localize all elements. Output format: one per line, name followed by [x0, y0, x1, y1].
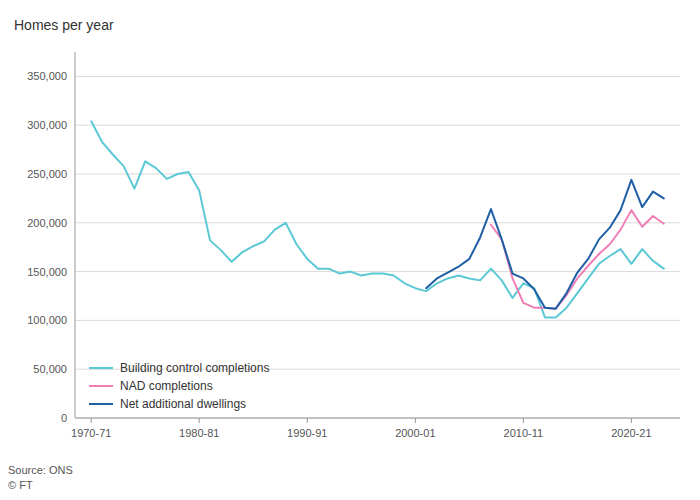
grid-line — [75, 222, 680, 223]
x-tick-label: 2010-11 — [504, 427, 544, 439]
grid-line — [75, 125, 680, 126]
grid-line — [75, 76, 680, 77]
y-tick-label: 150,000 — [27, 266, 67, 278]
x-tick — [307, 418, 308, 423]
x-tick — [523, 418, 524, 423]
series-line — [426, 180, 664, 309]
legend: Building control completions NAD completi… — [89, 361, 269, 411]
grid — [75, 76, 680, 418]
legend-swatch — [89, 385, 113, 387]
source-line: © FT — [8, 479, 33, 491]
x-tick-label: 2000-01 — [395, 427, 435, 439]
x-tick-label: 1980-81 — [179, 427, 219, 439]
legend-label: NAD completions — [120, 379, 213, 393]
x-axis-line — [75, 418, 680, 419]
legend-swatch — [89, 367, 113, 369]
y-tick-label: 0 — [61, 412, 67, 424]
y-tick-label: 300,000 — [27, 119, 67, 131]
x-tick — [415, 418, 416, 423]
y-tick-label: 100,000 — [27, 314, 67, 326]
grid-line — [75, 418, 680, 419]
y-tick-label: 250,000 — [27, 168, 67, 180]
y-tick-label: 350,000 — [27, 70, 67, 82]
title: Homes per year — [14, 17, 114, 33]
y-axis-line — [75, 52, 76, 418]
grid-line — [75, 271, 680, 272]
series-line — [91, 121, 664, 317]
x-tick — [91, 418, 92, 423]
legend-swatch — [89, 403, 113, 405]
series-line — [491, 210, 664, 309]
x-tick-label: 1990-91 — [287, 427, 327, 439]
source: Source: ONS © FT — [8, 464, 73, 491]
y-tick-label: 200,000 — [27, 217, 67, 229]
plot-area — [91, 121, 664, 317]
x-tick — [631, 418, 632, 423]
legend-label: Building control completions — [120, 361, 269, 375]
x-tick-label: 2020-21 — [611, 427, 651, 439]
source-line: Source: ONS — [8, 464, 73, 476]
x-tick-label: 1970-71 — [71, 427, 111, 439]
chart: 0 50,000 100,000 150,000 200,000 250,000 300,0… — [0, 0, 700, 500]
grid-line — [75, 174, 680, 175]
legend-label: Net additional dwellings — [120, 397, 246, 411]
x-tick — [199, 418, 200, 423]
y-tick-label: 50,000 — [33, 363, 67, 375]
grid-line — [75, 320, 680, 321]
